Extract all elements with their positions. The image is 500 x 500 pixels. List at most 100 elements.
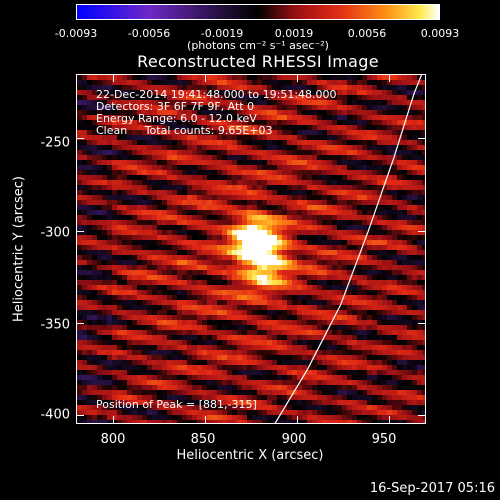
- heatmap-cell: [392, 275, 398, 281]
- heatmap-cell: [352, 360, 358, 366]
- heatmap-cell: [312, 165, 318, 171]
- heatmap-cell: [147, 300, 153, 306]
- heatmap-cell: [342, 85, 348, 91]
- heatmap-cell: [342, 275, 348, 281]
- heatmap-cell: [402, 385, 408, 391]
- heatmap-cell: [207, 225, 213, 231]
- heatmap-cell: [367, 295, 373, 301]
- heatmap-cell: [202, 390, 208, 396]
- heatmap-cell: [207, 135, 213, 141]
- heatmap-cell: [262, 330, 268, 336]
- heatmap-cell: [417, 175, 423, 181]
- heatmap-cell: [302, 185, 308, 191]
- heatmap-cell: [132, 375, 138, 381]
- heatmap-cell: [292, 260, 298, 266]
- heatmap-cell: [352, 125, 358, 131]
- heatmap-cell: [132, 360, 138, 366]
- heatmap-cell: [222, 345, 228, 351]
- heatmap-cell: [227, 245, 233, 251]
- heatmap-cell: [252, 190, 258, 196]
- heatmap-cell: [97, 195, 103, 201]
- heatmap-cell: [187, 360, 193, 366]
- heatmap-cell: [252, 320, 258, 326]
- heatmap-cell: [182, 380, 188, 386]
- heatmap-cell: [87, 335, 93, 341]
- heatmap-cell: [112, 400, 118, 406]
- heatmap-cell: [157, 235, 163, 241]
- heatmap-cell: [97, 125, 103, 131]
- heatmap-cell: [92, 160, 98, 166]
- heatmap-cell: [322, 230, 328, 236]
- heatmap-cell: [157, 280, 163, 286]
- heatmap-cell: [367, 405, 373, 411]
- heatmap-cell: [192, 290, 198, 296]
- heatmap-cell: [192, 230, 198, 236]
- heatmap-cell: [107, 150, 113, 156]
- heatmap-cell: [347, 295, 353, 301]
- heatmap-cell: [127, 205, 133, 211]
- heatmap-cell: [382, 160, 388, 166]
- heatmap-cell: [342, 200, 348, 206]
- heatmap-cell: [302, 240, 308, 246]
- heatmap-cell: [312, 285, 318, 291]
- heatmap-cell: [157, 170, 163, 176]
- heatmap-cell: [252, 290, 258, 296]
- heatmap-cell: [142, 205, 148, 211]
- heatmap-cell: [327, 75, 333, 81]
- heatmap-cell: [302, 215, 308, 221]
- heatmap-cell: [162, 305, 168, 311]
- heatmap-cell: [377, 260, 383, 266]
- heatmap-cell: [422, 290, 425, 296]
- heatmap-cell: [402, 185, 408, 191]
- heatmap-cell: [202, 300, 208, 306]
- heatmap-cell: [177, 145, 183, 151]
- heatmap-cell: [352, 195, 358, 201]
- heatmap-cell: [87, 155, 93, 161]
- heatmap-cell: [117, 265, 123, 271]
- heatmap-cell: [362, 295, 368, 301]
- heatmap-cell: [177, 130, 183, 136]
- heatmap-cell: [382, 410, 388, 416]
- heatmap-cell: [412, 415, 418, 421]
- heatmap-cell: [77, 330, 83, 336]
- heatmap-cell: [87, 100, 93, 106]
- heatmap-cell: [382, 380, 388, 386]
- heatmap-cell: [367, 410, 373, 416]
- heatmap-cell: [162, 95, 168, 101]
- heatmap-cell: [197, 105, 203, 111]
- heatmap-cell: [287, 315, 293, 321]
- heatmap-cell: [367, 380, 373, 386]
- heatmap-cell: [102, 225, 108, 231]
- heatmap-cell: [112, 80, 118, 86]
- heatmap-cell: [152, 160, 158, 166]
- heatmap-cell: [292, 235, 298, 241]
- heatmap-cell: [337, 360, 343, 366]
- heatmap-cell: [327, 100, 333, 106]
- heatmap-cell: [392, 125, 398, 131]
- heatmap-cell: [172, 190, 178, 196]
- heatmap-cell: [362, 170, 368, 176]
- heatmap-cell: [377, 110, 383, 116]
- heatmap-cell: [187, 290, 193, 296]
- heatmap-cell: [262, 415, 268, 421]
- heatmap-cell: [107, 345, 113, 351]
- heatmap-cell: [92, 360, 98, 366]
- heatmap-cell: [247, 310, 253, 316]
- heatmap-cell: [267, 95, 273, 101]
- heatmap-cell: [317, 290, 323, 296]
- heatmap-cell: [152, 200, 158, 206]
- heatmap-cell: [92, 260, 98, 266]
- heatmap-cell: [382, 285, 388, 291]
- heatmap-cell: [242, 375, 248, 381]
- heatmap-cell: [332, 370, 338, 376]
- heatmap-cell: [287, 255, 293, 261]
- heatmap-cell: [202, 80, 208, 86]
- heatmap-cell: [222, 130, 228, 136]
- heatmap-cell: [152, 375, 158, 381]
- heatmap-cell: [387, 380, 393, 386]
- heatmap-cell: [237, 245, 243, 251]
- heatmap-cell: [162, 380, 168, 386]
- heatmap-cell: [237, 200, 243, 206]
- heatmap-cell: [197, 325, 203, 331]
- heatmap-cell: [142, 140, 148, 146]
